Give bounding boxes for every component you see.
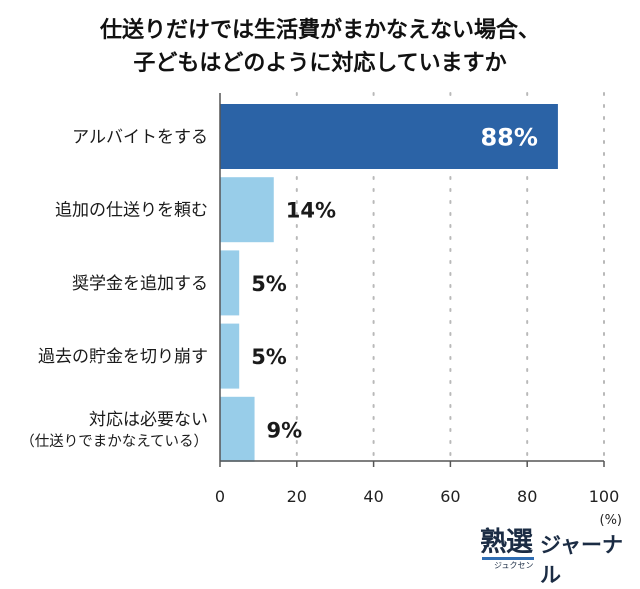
x-tick-label: 100 <box>589 487 620 506</box>
bar <box>220 177 274 243</box>
logo-sub-text: ジュクセン <box>494 561 534 570</box>
data-label: 14% <box>286 199 336 223</box>
bar <box>220 250 240 316</box>
logo-main-text: 熟選 <box>480 527 533 558</box>
category-label: （仕送りでまかなえている） <box>20 433 208 450</box>
data-label: 9% <box>267 418 303 442</box>
category-label: 奨学金を追加する <box>72 274 208 294</box>
bar <box>220 396 255 462</box>
category-label: アルバイトをする <box>72 128 208 148</box>
x-tick-label: 60 <box>440 487 460 506</box>
x-tick-label: 40 <box>363 487 383 506</box>
x-tick-label: 80 <box>517 487 537 506</box>
x-tick-label: 0 <box>215 487 225 506</box>
title-line-1: 仕送りだけでは生活費がまかなえない場合、 <box>99 18 540 43</box>
bar <box>220 323 240 389</box>
bar <box>220 104 558 169</box>
x-tick-label: 20 <box>287 487 307 506</box>
chart-title: 仕送りだけでは生活費がまかなえない場合、 子どもはどのように対応していますか <box>0 14 640 80</box>
data-label: 88% <box>480 124 537 152</box>
data-label: 5% <box>251 345 287 369</box>
site-logo: 熟選 ジュクセン ジャーナル <box>480 516 630 587</box>
category-label: 過去の貯金を切り崩す <box>38 347 208 367</box>
title-line-2: 子どもはどのように対応していますか <box>133 51 507 76</box>
category-label: 対応は必要ない <box>89 410 208 430</box>
logo-underline <box>482 557 534 560</box>
data-label: 5% <box>251 272 287 296</box>
category-label: 追加の仕送りを頼む <box>55 201 208 221</box>
logo-journal-text: ジャーナル <box>540 533 623 587</box>
x-unit-label: (%) <box>600 513 623 528</box>
